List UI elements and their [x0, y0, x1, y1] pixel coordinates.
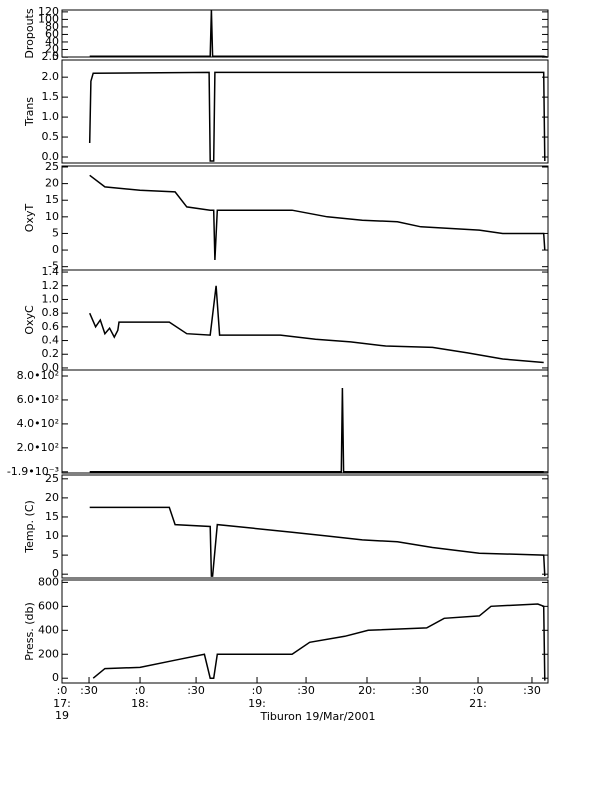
- y-tick-label: 25: [45, 472, 59, 485]
- y-axis-label: Temp. (C): [23, 500, 36, 554]
- y-tick-label: 2.0: [42, 70, 60, 83]
- x-tick-label: 20:: [358, 684, 376, 697]
- data-line: [89, 174, 546, 261]
- y-tick-label: 15: [45, 510, 59, 523]
- y-tick-label: 80: [45, 20, 59, 33]
- y-tick-label: 0.0: [42, 150, 60, 163]
- data-line: [88, 71, 546, 162]
- y-tick-label: 60: [45, 27, 59, 40]
- panel-frame: [61, 165, 549, 271]
- y-tick-label: 0.0: [42, 361, 60, 374]
- y-tick-label: 5: [52, 548, 59, 561]
- y-tick-label: 15: [45, 193, 59, 206]
- x-tick-label: :0: [252, 684, 263, 697]
- x-hour-label: 17:: [53, 697, 71, 710]
- y-tick-label: 40: [45, 35, 59, 48]
- y-tick-label: 20: [45, 42, 59, 55]
- y-tick-label: 0.4: [42, 334, 60, 347]
- y-axis-label: OxyC: [23, 305, 36, 335]
- y-tick-label: 1.0: [42, 110, 60, 123]
- y-tick-label: 5: [52, 226, 59, 239]
- x-tick-label: :30: [297, 684, 315, 697]
- y-tick-label: -1.9•10⁻³: [7, 465, 59, 478]
- y-tick-label: 25: [45, 160, 59, 173]
- y-tick-label: 2.0•10²: [17, 441, 59, 454]
- y-tick-label: 1.0: [42, 292, 60, 305]
- data-line: [89, 387, 544, 473]
- panel-frame: [61, 269, 549, 371]
- y-tick-label: 0: [52, 50, 59, 63]
- x-axis-label: Tiburon 19/Mar/2001: [259, 710, 375, 723]
- x-tick-label: :0: [135, 684, 146, 697]
- y-tick-label: 200: [38, 647, 59, 660]
- data-line: [89, 506, 546, 577]
- y-tick-label: 0.5: [42, 130, 60, 143]
- y-tick-label: 6.0•10²: [17, 393, 59, 406]
- y-tick-label: 8.0•10²: [17, 369, 59, 382]
- y-tick-label: 1.5: [42, 90, 60, 103]
- y-tick-label: 4.0•10²: [17, 417, 59, 430]
- y-tick-label: 1.4: [42, 265, 60, 278]
- y-axis-label: Trans: [23, 97, 36, 127]
- y-tick-label: 0.6: [42, 320, 60, 333]
- data-line: [89, 285, 544, 364]
- y-tick-label: 20: [45, 177, 59, 190]
- panel-frame: [61, 369, 549, 474]
- y-tick-label: 400: [38, 623, 59, 636]
- x-tick-label: :30: [187, 684, 205, 697]
- y-tick-label: 10: [45, 529, 59, 542]
- y-axis-label: OxyT: [23, 204, 36, 233]
- y-axis-label: Dropouts: [23, 8, 36, 58]
- y-tick-label: 0: [52, 243, 59, 256]
- y-tick-label: 800: [38, 575, 59, 588]
- x-hour-label: 21:: [469, 697, 487, 710]
- x-hour-label: 18:: [131, 697, 149, 710]
- x-date-label: 19: [55, 709, 69, 722]
- panel-frame: [61, 9, 549, 58]
- y-tick-label: 20: [45, 491, 59, 504]
- y-tick-label: 0: [52, 671, 59, 684]
- x-tick-label: :0: [473, 684, 484, 697]
- panel-frame: [61, 579, 549, 684]
- y-tick-label: 10: [45, 210, 59, 223]
- x-tick-label: :30: [523, 684, 541, 697]
- y-tick-label: 0.8: [42, 306, 60, 319]
- data-line: [89, 9, 548, 58]
- y-tick-label: 0.2: [42, 347, 60, 360]
- y-axis-label: Press. (db): [23, 602, 36, 661]
- x-tick-label: :0: [57, 684, 68, 697]
- x-hour-label: 19:: [248, 697, 266, 710]
- x-tick-label: :30: [411, 684, 429, 697]
- y-tick-label: -5: [48, 260, 59, 273]
- y-tick-label: 0: [52, 567, 59, 580]
- y-tick-label: 2.5: [42, 50, 60, 63]
- panel-frame: [61, 474, 549, 579]
- y-tick-label: 120: [38, 5, 59, 18]
- y-tick-label: 1.2: [42, 279, 60, 292]
- y-tick-label: 600: [38, 599, 59, 612]
- x-tick-label: :30: [80, 684, 98, 697]
- y-tick-label: 100: [38, 12, 59, 25]
- data-line: [92, 603, 546, 681]
- panel-frame: [61, 59, 549, 164]
